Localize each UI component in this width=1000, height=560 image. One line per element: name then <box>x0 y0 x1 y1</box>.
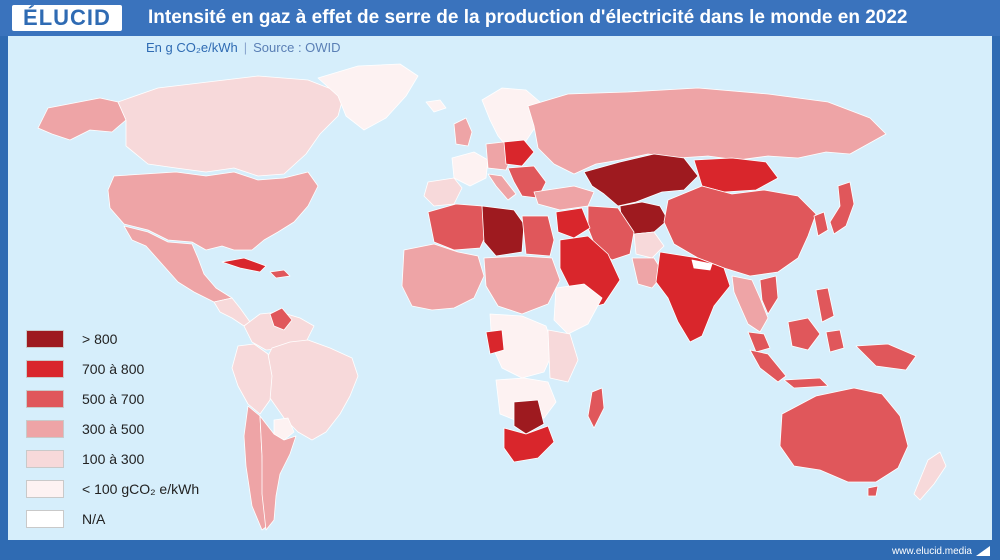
world-map <box>37 63 947 531</box>
region-iberia <box>423 177 463 207</box>
region-france <box>451 151 489 187</box>
header-bar: ÉLUCID Intensité en gaz à effet de serre… <box>0 0 1000 36</box>
region-alaska <box>37 97 127 141</box>
region-sumatra <box>749 349 787 383</box>
region-argentina <box>259 415 297 531</box>
region-maghreb <box>427 203 491 251</box>
region-libya <box>481 205 525 257</box>
region-scandinavia <box>481 87 541 149</box>
region-nepal <box>691 259 713 271</box>
region-italy <box>487 173 517 201</box>
region-madagascar <box>587 387 605 429</box>
legend-label: < 100 gCO₂ e/kWh <box>82 481 200 497</box>
region-uk <box>453 117 473 147</box>
region-malaysia <box>747 331 771 353</box>
legend-item: < 100 gCO₂ e/kWh <box>26 480 246 500</box>
map-title: Intensité en gaz à effet de serre de la … <box>148 7 908 28</box>
legend-label: N/A <box>82 511 106 527</box>
legend-swatch <box>26 330 64 348</box>
region-korea <box>813 211 829 237</box>
region-sahel-east <box>483 255 561 315</box>
region-southeast-asia <box>731 275 769 333</box>
legend-swatch <box>26 510 64 528</box>
region-russia <box>527 87 887 175</box>
legend-swatch <box>26 390 64 408</box>
region-paraguay <box>273 417 295 441</box>
legend-item: 300 à 500 <box>26 420 246 440</box>
region-central-africa <box>489 313 555 379</box>
region-new-guinea <box>855 343 917 371</box>
region-usa <box>107 171 319 251</box>
legend-item: 500 à 700 <box>26 390 246 410</box>
region-vietnam <box>759 275 779 315</box>
region-india <box>655 251 731 343</box>
region-tasmania <box>867 485 879 497</box>
region-iceland <box>425 99 447 113</box>
footer-url: www.elucid.media <box>891 546 972 557</box>
legend-swatch <box>26 360 64 378</box>
region-ethiopia-somalia <box>553 283 603 335</box>
region-poland <box>503 139 535 167</box>
region-guyana <box>269 307 293 331</box>
region-caribbean <box>269 269 291 279</box>
legend-item: 100 à 300 <box>26 450 246 470</box>
legend-label: 300 à 500 <box>82 421 145 437</box>
region-west-africa <box>401 243 485 311</box>
region-colombia-venezuela <box>243 311 315 351</box>
legend-item: > 800 <box>26 330 246 350</box>
region-philippines <box>815 287 835 323</box>
map-subtitle: En g CO₂e/kWh | Source : OWID <box>146 40 341 55</box>
brand-logo: ÉLUCID <box>12 5 122 31</box>
region-egypt <box>521 215 555 257</box>
region-south-africa <box>503 425 555 463</box>
region-turkey <box>533 185 595 211</box>
region-java <box>783 377 829 389</box>
source-label: Source : OWID <box>253 40 341 55</box>
region-greenland <box>317 63 419 131</box>
region-afghanistan <box>633 231 665 259</box>
brand-mark-icon <box>976 546 990 556</box>
region-borneo <box>787 317 821 351</box>
region-sulawesi <box>825 329 845 353</box>
region-japan <box>829 181 855 235</box>
region-central-america <box>213 297 251 327</box>
region-peru-bolivia <box>231 343 273 415</box>
legend-swatch <box>26 480 64 498</box>
legend-label: 100 à 300 <box>82 451 145 467</box>
legend-label: 700 à 800 <box>82 361 145 377</box>
legend-label: > 800 <box>82 331 118 347</box>
legend-label: 500 à 700 <box>82 391 145 407</box>
region-botswana <box>513 399 545 435</box>
legend-swatch <box>26 420 64 438</box>
region-china <box>663 185 817 277</box>
map-panel: En g CO₂e/kWh | Source : OWID > 800 700 à … <box>8 36 992 540</box>
legend-swatch <box>26 450 64 468</box>
region-cuba <box>221 257 267 273</box>
region-canada <box>117 75 345 177</box>
region-east-africa <box>547 329 579 383</box>
legend-item: N/A <box>26 510 246 530</box>
region-gabon <box>485 329 505 355</box>
subtitle-separator: | <box>243 40 248 55</box>
region-new-zealand <box>913 451 947 501</box>
legend-item: 700 à 800 <box>26 360 246 380</box>
region-australia <box>779 387 909 483</box>
region-middle-east <box>555 207 591 239</box>
unit-label: En g CO₂e/kWh <box>146 40 238 55</box>
region-kazakhstan <box>583 153 699 207</box>
